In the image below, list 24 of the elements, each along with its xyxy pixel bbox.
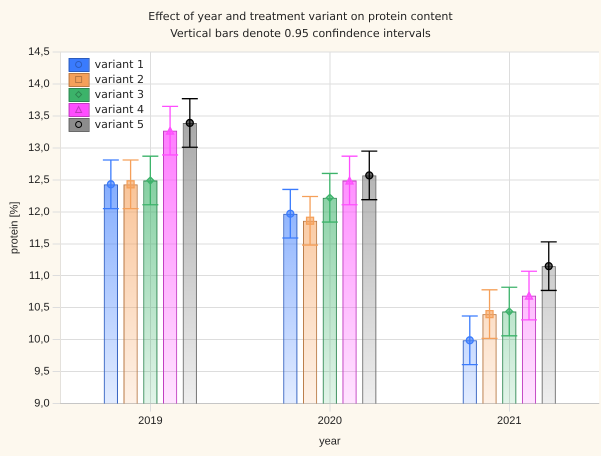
legend-label: variant 2 [94, 72, 144, 86]
y-tick-label: 12,5 [28, 174, 50, 186]
x-tick-label: 2020 [318, 415, 342, 428]
y-tick-label: 10,5 [28, 302, 50, 314]
y-tick-label: 13,0 [28, 142, 50, 154]
y-tick-label: 13,5 [28, 110, 50, 122]
legend-label: variant 1 [94, 58, 144, 71]
y-tick-label: 9,5 [34, 366, 50, 378]
y-tick-label: 12,0 [28, 206, 50, 218]
y-tick-label: 11,5 [29, 238, 50, 250]
y-tick-label: 14,0 [28, 78, 50, 90]
x-tick-label: 2019 [138, 415, 163, 428]
legend-label: variant 3 [94, 88, 144, 101]
y-tick-label: 11,0 [29, 270, 50, 282]
legend-label: variant 5 [94, 118, 144, 131]
x-tick-label: 2021 [497, 415, 522, 428]
y-tick-label: 9,0 [34, 398, 50, 410]
y-tick-label: 14,5 [28, 46, 50, 58]
y-axis-title: protein [%] [8, 202, 21, 254]
chart-title: Effect of year and treatment variant on protein content [147, 9, 454, 25]
x-axis-title: year [319, 435, 341, 448]
chart-subtitle: Vertical bars denote 0.95 confindence intervals [169, 26, 432, 42]
y-tick-label: 10,0 [28, 334, 50, 346]
legend-label: variant 4 [94, 102, 144, 116]
